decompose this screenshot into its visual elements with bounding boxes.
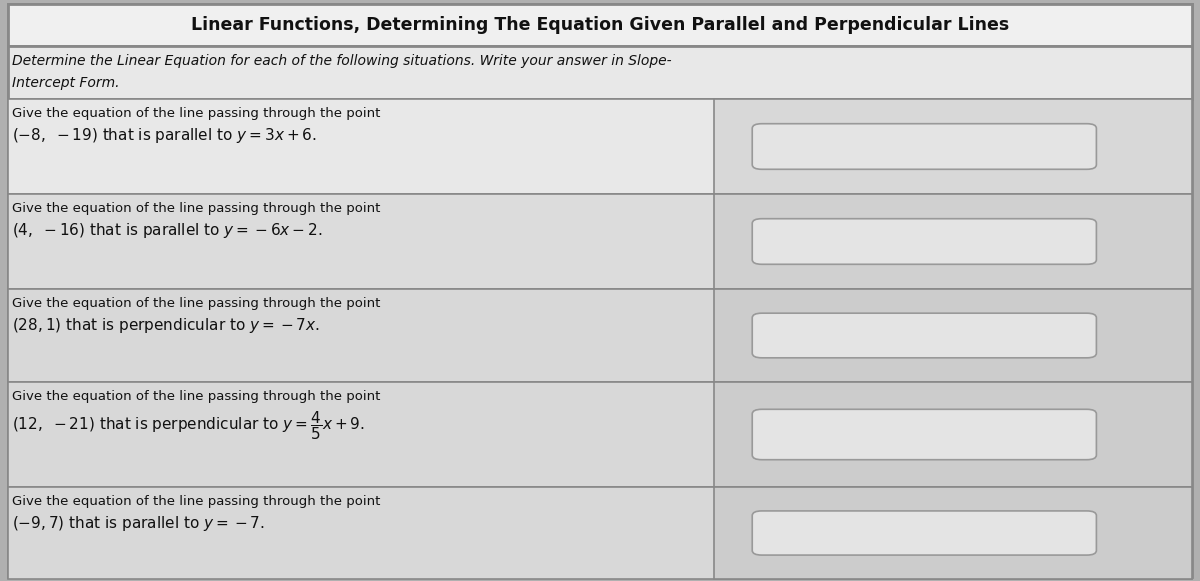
FancyBboxPatch shape xyxy=(752,409,1097,460)
FancyBboxPatch shape xyxy=(8,4,1192,46)
FancyBboxPatch shape xyxy=(8,382,1192,487)
FancyBboxPatch shape xyxy=(752,218,1097,264)
Text: Linear Functions, Determining The Equation Given Parallel and Perpendicular Line: Linear Functions, Determining The Equati… xyxy=(191,16,1009,34)
FancyBboxPatch shape xyxy=(714,382,1192,487)
Text: $(4, -16)$ that is parallel to $y = -6x - 2.$: $(4, -16)$ that is parallel to $y = -6x … xyxy=(12,221,323,240)
FancyBboxPatch shape xyxy=(8,4,1192,577)
Text: Determine the Linear Equation for each of the following situations. Write your a: Determine the Linear Equation for each o… xyxy=(12,54,672,68)
FancyBboxPatch shape xyxy=(714,289,1192,382)
FancyBboxPatch shape xyxy=(714,99,1192,194)
FancyBboxPatch shape xyxy=(752,511,1097,555)
Text: Give the equation of the line passing through the point: Give the equation of the line passing th… xyxy=(12,297,380,310)
Text: Give the equation of the line passing through the point: Give the equation of the line passing th… xyxy=(12,107,380,120)
Text: Give the equation of the line passing through the point: Give the equation of the line passing th… xyxy=(12,202,380,215)
FancyBboxPatch shape xyxy=(8,289,1192,382)
FancyBboxPatch shape xyxy=(752,124,1097,169)
Text: $(-9, 7)$ that is parallel to $y = -7.$: $(-9, 7)$ that is parallel to $y = -7.$ xyxy=(12,514,265,533)
Text: $(-8, -19)$ that is parallel to $y = 3x + 6.$: $(-8, -19)$ that is parallel to $y = 3x … xyxy=(12,126,317,145)
Text: Give the equation of the line passing through the point: Give the equation of the line passing th… xyxy=(12,495,380,508)
FancyBboxPatch shape xyxy=(8,99,1192,194)
FancyBboxPatch shape xyxy=(714,487,1192,579)
FancyBboxPatch shape xyxy=(714,194,1192,289)
FancyBboxPatch shape xyxy=(8,487,1192,579)
FancyBboxPatch shape xyxy=(8,46,1192,99)
Text: Give the equation of the line passing through the point: Give the equation of the line passing th… xyxy=(12,390,380,403)
FancyBboxPatch shape xyxy=(8,194,1192,289)
Text: Intercept Form.: Intercept Form. xyxy=(12,76,120,90)
FancyBboxPatch shape xyxy=(752,313,1097,358)
Text: $(28, 1)$ that is perpendicular to $y = -7x.$: $(28, 1)$ that is perpendicular to $y = … xyxy=(12,316,320,335)
Text: $(12,\ -21)$ that is perpendicular to $y = \dfrac{4}{5}x + 9.$: $(12,\ -21)$ that is perpendicular to $y… xyxy=(12,409,365,442)
